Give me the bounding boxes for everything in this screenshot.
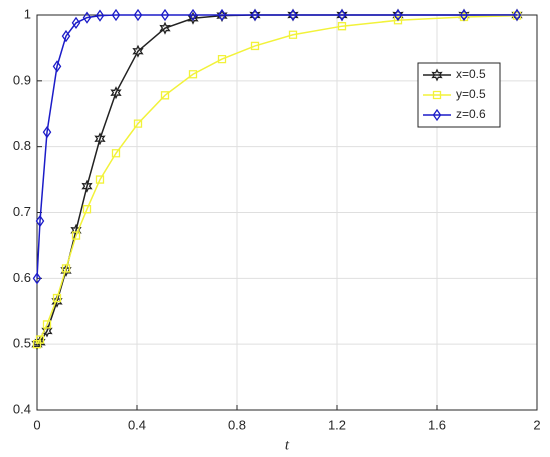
marker xyxy=(60,263,72,277)
marker xyxy=(95,175,105,184)
x-tick-label: 1.2 xyxy=(328,417,346,432)
marker xyxy=(132,44,144,58)
marker xyxy=(431,68,443,82)
legend-label: y=0.5 xyxy=(456,87,486,101)
marker xyxy=(31,337,43,351)
y-tick-label: 0.4 xyxy=(13,401,31,416)
marker xyxy=(250,8,260,22)
legend-label: z=0.6 xyxy=(456,107,486,121)
x-tick-label: 0.8 xyxy=(228,417,246,432)
marker xyxy=(188,8,198,22)
marker xyxy=(459,8,469,22)
marker xyxy=(41,324,53,338)
marker xyxy=(459,12,469,22)
marker xyxy=(110,86,122,100)
marker xyxy=(432,90,442,100)
marker xyxy=(51,294,63,308)
x-tick-label: 0.4 xyxy=(128,417,146,432)
marker xyxy=(160,91,170,100)
marker xyxy=(393,8,403,22)
marker xyxy=(71,16,81,30)
marker xyxy=(52,60,62,73)
y-tick-label: 1 xyxy=(24,6,31,21)
series-line xyxy=(36,14,518,345)
x-axis-label: t xyxy=(285,437,290,453)
marker xyxy=(337,8,347,22)
marker xyxy=(160,8,170,22)
marker xyxy=(187,11,199,25)
marker xyxy=(432,108,442,122)
marker xyxy=(188,70,198,79)
marker xyxy=(288,30,298,39)
marker xyxy=(42,126,52,139)
marker xyxy=(94,132,106,146)
marker xyxy=(82,205,92,214)
x-tick-label: 2 xyxy=(533,417,540,432)
marker xyxy=(81,179,93,193)
marker xyxy=(133,119,143,128)
marker xyxy=(337,22,347,31)
marker xyxy=(71,231,81,240)
y-tick-label: 0.8 xyxy=(13,138,31,153)
marker xyxy=(133,8,143,22)
marker xyxy=(61,29,71,43)
marker xyxy=(217,54,227,64)
marker xyxy=(35,335,45,344)
marker xyxy=(288,8,298,22)
series-line xyxy=(36,14,517,279)
marker xyxy=(250,41,260,51)
y-tick-label: 0.5 xyxy=(13,336,31,351)
marker xyxy=(111,149,121,158)
marker xyxy=(393,16,403,25)
marker xyxy=(52,293,62,303)
marker xyxy=(111,8,121,22)
legend-label: x=0.5 xyxy=(456,67,486,81)
x-tick-label: 1.6 xyxy=(428,417,446,432)
marker xyxy=(82,11,92,24)
x-tick-label: 0 xyxy=(33,417,40,432)
marker xyxy=(32,272,42,285)
y-tick-label: 0.6 xyxy=(13,270,31,285)
y-tick-label: 0.9 xyxy=(13,72,31,87)
y-tick-label: 0.7 xyxy=(13,204,31,219)
marker xyxy=(159,21,171,35)
marker xyxy=(32,340,42,349)
marker xyxy=(512,8,522,22)
marker xyxy=(35,214,45,228)
marker xyxy=(61,264,71,273)
marker xyxy=(217,8,227,22)
marker xyxy=(42,320,52,329)
marker xyxy=(95,9,105,22)
